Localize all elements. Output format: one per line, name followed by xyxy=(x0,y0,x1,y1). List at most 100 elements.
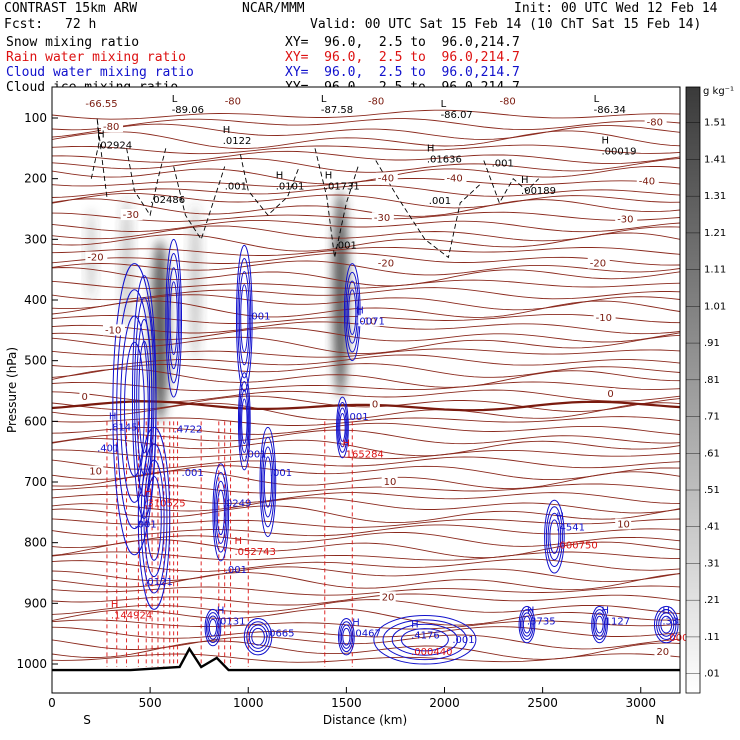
y-tick-label: 700 xyxy=(24,475,47,489)
colorbar-label: .31 xyxy=(704,558,720,569)
temperature-contour xyxy=(52,619,680,630)
temperature-contour xyxy=(52,118,680,131)
cloud-water-contour xyxy=(653,605,679,644)
cloud-water-contour xyxy=(143,459,165,578)
cloud-water-contour xyxy=(260,436,275,528)
extremum-mark: H xyxy=(111,600,119,611)
temperature-contour xyxy=(52,198,680,217)
extremum-value: .000750 xyxy=(556,541,597,552)
fcst-value: 72 h xyxy=(65,17,97,32)
temperature-contour xyxy=(52,177,680,188)
temperature-label: 20 xyxy=(382,592,395,603)
temperature-label: 20 xyxy=(656,647,669,658)
extremum-value: .001 xyxy=(182,468,204,479)
y-tick-label: 900 xyxy=(24,596,47,610)
cloud-water-contour xyxy=(207,615,219,640)
extremum-mark: H xyxy=(662,606,670,617)
temperature-label-bg xyxy=(79,391,90,403)
field-cloudwater-xy: XY= 96.0, 2.5 to 96.0,214.7 xyxy=(285,65,520,80)
cloud-water-contour xyxy=(215,480,227,544)
cloud-water-contour xyxy=(521,612,533,637)
cloud-water-contour xyxy=(168,267,180,370)
temperature-label-bg xyxy=(369,398,380,410)
cloud-water-contour xyxy=(519,609,534,640)
extremum-value: .0101 xyxy=(276,182,305,193)
endpoint-left-label: S xyxy=(83,713,91,727)
valid-time: Valid: 00 UTC Sat 15 Feb 14 (10 ChT Sat … xyxy=(310,17,702,32)
temperature-contour xyxy=(52,327,680,343)
cloud-water-contour xyxy=(166,253,181,384)
extremum-mark: H xyxy=(602,135,610,146)
extremum-value: .0665 xyxy=(266,629,295,640)
extremum-value: .1127 xyxy=(602,617,631,628)
temperature-contour xyxy=(52,150,680,165)
extremum-value: -86.07 xyxy=(441,110,473,121)
extremum-value: .001 xyxy=(429,196,451,207)
temperature-label-bg xyxy=(375,172,398,184)
cloud-water-contour xyxy=(243,618,273,656)
temperature-contour xyxy=(52,585,680,596)
x-tick-label: 1500 xyxy=(331,696,362,710)
temperature-contour xyxy=(52,492,680,504)
cloud-water-contour xyxy=(123,341,145,477)
extremum-value: .8145 xyxy=(109,422,138,433)
extremum-value: .001 xyxy=(335,240,357,251)
cloud-water-contour xyxy=(263,456,272,508)
extremum-value: -89.06 xyxy=(172,105,204,116)
temperature-contour xyxy=(52,626,680,639)
cloud-water-contour xyxy=(518,605,536,644)
temperature-contour xyxy=(52,465,680,481)
extremum-value: .000440 xyxy=(411,647,452,658)
extremum-value: .01731 xyxy=(325,182,360,193)
y-tick-label: 200 xyxy=(24,172,47,186)
temperature-label: -80 xyxy=(647,117,663,128)
y-tick-label: 400 xyxy=(24,293,47,307)
cloud-water-contour xyxy=(169,281,178,355)
extremum-mark: H xyxy=(144,487,152,498)
field-snow-name: Snow mixing ratio xyxy=(6,35,140,50)
cloud-water-contour xyxy=(547,512,562,561)
cloud-water-contour xyxy=(343,263,361,362)
temperature-label-bg xyxy=(444,172,467,184)
temperature-contour xyxy=(52,252,680,266)
cloud-water-contour xyxy=(545,506,563,567)
y-tick-label: 1000 xyxy=(16,657,47,671)
temperature-contour xyxy=(52,157,680,173)
extremum-value: .144924 xyxy=(111,611,152,622)
temperature-label-bg xyxy=(615,213,638,225)
temperature-label: 10 xyxy=(384,477,397,488)
temperature-label: -30 xyxy=(374,213,390,224)
temperature-label-bg xyxy=(497,95,520,107)
extremum-value: .001 xyxy=(225,565,247,576)
temperature-label: -10 xyxy=(105,325,121,336)
temperature-label: -30 xyxy=(123,210,139,221)
field-rain-name: Rain water mixing ratio xyxy=(6,50,187,65)
extremum-value: .001 xyxy=(346,412,368,423)
temperature-contour xyxy=(52,608,680,626)
temperature-label-bg xyxy=(636,175,659,187)
extremum-mark: H xyxy=(276,171,284,182)
temperature-label-bg xyxy=(102,324,125,336)
temperature-contour xyxy=(52,470,680,490)
temperature-label: -80 xyxy=(368,97,384,108)
temperature-label-bg xyxy=(644,116,667,128)
cloud-water-contour xyxy=(237,372,251,471)
fcst-label: Fcst: xyxy=(4,17,44,32)
temperature-label-bg xyxy=(593,312,616,324)
temperature-contour xyxy=(52,572,680,591)
temperature-label: -40 xyxy=(378,174,394,185)
temperature-contour xyxy=(52,260,680,276)
temperature-label-bg xyxy=(375,257,398,269)
cloud-water-contour xyxy=(339,412,346,442)
cloud-water-contour xyxy=(658,612,675,637)
temperature-label-bg xyxy=(222,95,245,107)
colorbar xyxy=(685,86,701,694)
cloud-ice-contour xyxy=(239,154,300,216)
temperature-contour xyxy=(52,279,680,289)
temperature-contour xyxy=(52,497,680,514)
temperature-label: -10 xyxy=(596,313,612,324)
temperature-label: 10 xyxy=(617,520,630,531)
cloud-water-contour xyxy=(591,605,608,644)
cloud-water-contour xyxy=(262,446,274,518)
cloud-water-contour xyxy=(205,612,220,644)
